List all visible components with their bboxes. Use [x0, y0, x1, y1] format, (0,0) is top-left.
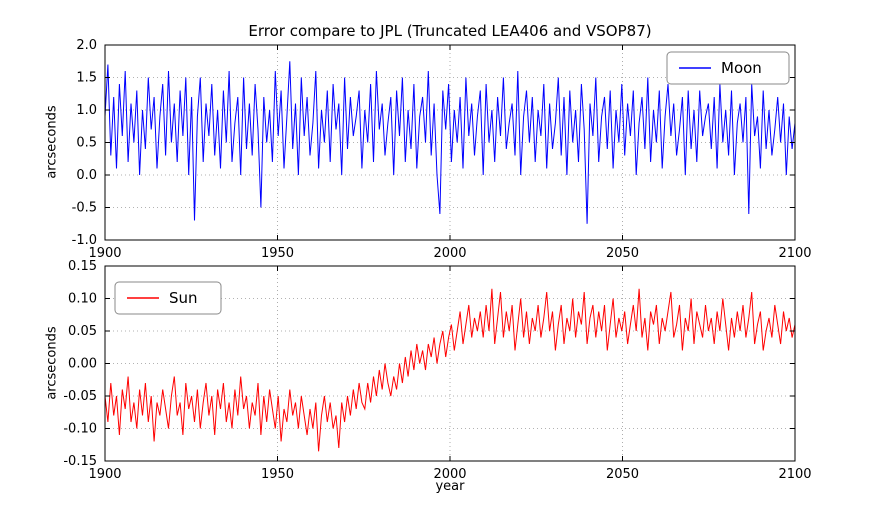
- x-tick-label: 1900: [88, 246, 121, 261]
- y-tick-label: 0.0: [76, 168, 97, 183]
- subplot-moon: 1900 1950 2000 2050 2100 -1.0 -0.5 0.0 0.5 1.0 1.5…: [72, 38, 812, 261]
- y-tick-label: -0.10: [63, 422, 97, 437]
- moon-series-line: [104, 61, 796, 224]
- y-tick-label: 0.05: [68, 324, 97, 339]
- y-tick-label: 1.5: [76, 71, 97, 86]
- y-tick-label: 2.0: [76, 38, 97, 53]
- y-tick-label: 1.0: [76, 103, 97, 118]
- x-tick-label: 2100: [778, 467, 811, 482]
- chart-title: Error compare to JPL (Truncated LEA406 a…: [248, 22, 652, 40]
- y-tick-label: 0.5: [76, 136, 97, 151]
- moon-y-axis-label: arcseconds: [44, 105, 60, 179]
- x-tick-label: 2000: [433, 467, 466, 482]
- sun-y-axis-label: arcseconds: [44, 326, 60, 400]
- legend-label: Moon: [721, 59, 762, 77]
- sun-series-line: [104, 288, 796, 452]
- y-tick-label: 0.10: [68, 292, 97, 307]
- y-tick-label: 0.00: [68, 357, 97, 372]
- x-tick-label: 1950: [261, 246, 294, 261]
- subplot-sun: 1900 1950 2000 2050 2100 -0.15 -0.10 -0.05 0.00 0…: [63, 259, 811, 482]
- legend-box: [114, 281, 222, 315]
- x-tick-label: 1950: [261, 467, 294, 482]
- y-tick-label: -0.5: [72, 201, 97, 216]
- y-tick-label: -0.15: [63, 454, 97, 469]
- x-tick-label: 2050: [606, 467, 639, 482]
- y-tick-label: -0.05: [63, 389, 97, 404]
- y-tick-label: -1.0: [72, 233, 97, 248]
- x-tick-label: 1900: [88, 467, 121, 482]
- legend-label: Sun: [169, 289, 198, 307]
- legend-moon: Moon: [666, 51, 790, 85]
- x-axis-label: year: [435, 479, 465, 494]
- legend-sun: Sun: [114, 281, 222, 315]
- x-tick-label: 2100: [778, 246, 811, 261]
- y-tick-label: 0.15: [68, 259, 97, 274]
- x-tick-label: 2050: [606, 246, 639, 261]
- legend-box: [666, 51, 790, 85]
- x-tick-label: 2000: [433, 246, 466, 261]
